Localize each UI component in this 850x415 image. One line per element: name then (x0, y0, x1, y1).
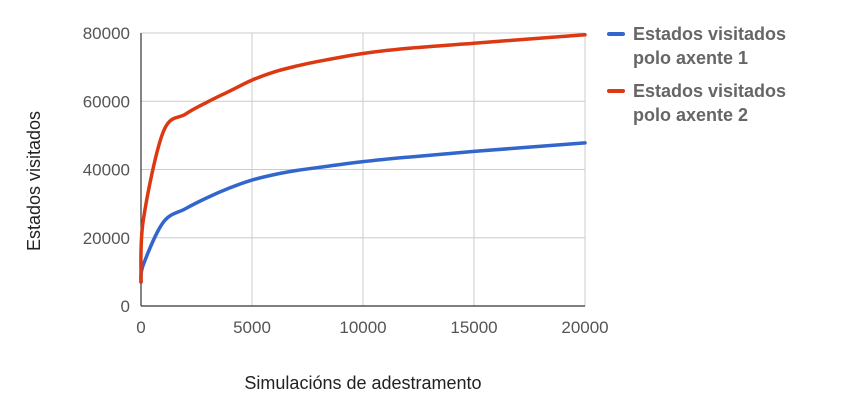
y-tick-label: 60000 (83, 92, 130, 111)
series-line-1 (139, 141, 587, 284)
x-tick-label: 5000 (233, 318, 271, 337)
x-tick-label: 0 (136, 318, 145, 337)
y-tick-label: 20000 (83, 229, 130, 248)
legend-label-2: polo axente 2 (633, 105, 748, 125)
legend-label-1: Estados visitados (633, 24, 786, 44)
y-tick-label: 40000 (83, 161, 130, 180)
y-axis-title: Estados visitados (24, 111, 44, 251)
legend-label-1: polo axente 1 (633, 48, 748, 68)
x-tick-label: 10000 (339, 318, 386, 337)
legend: Estados visitados polo axente 1 Estados vi… (607, 24, 786, 125)
legend-label-2: Estados visitados (633, 81, 786, 101)
y-tick-label: 80000 (83, 24, 130, 43)
series-lines (139, 32, 587, 284)
x-tick-label: 15000 (450, 318, 497, 337)
x-axis-title: Simulacións de adestramento (244, 373, 481, 393)
series-line-2 (139, 32, 587, 284)
x-tick-label: 20000 (561, 318, 608, 337)
gridlines (141, 32, 586, 306)
tick-labels: 0 20000 40000 60000 80000 0 5000 10000 15000 2000… (83, 24, 609, 337)
y-tick-label: 0 (121, 297, 130, 316)
